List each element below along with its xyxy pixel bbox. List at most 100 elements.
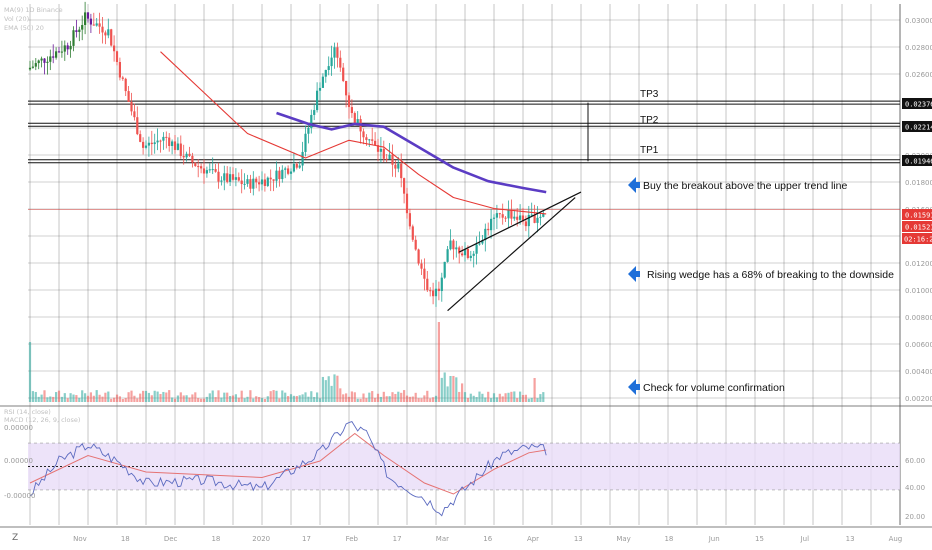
volume-bar (304, 392, 307, 402)
volume-bar (533, 378, 536, 402)
candle-body (295, 163, 298, 168)
candle-body (490, 218, 493, 231)
candle-body (69, 45, 72, 50)
volume-bar (139, 393, 142, 402)
y-tick-label: 0.02800 (905, 44, 932, 52)
volume-bar (86, 395, 90, 402)
volume-bar (243, 398, 246, 402)
arrow-left-icon (628, 177, 640, 193)
x-tick-label: 18 (664, 535, 673, 543)
candle-body (298, 165, 301, 168)
price-tag-tp2-text: 0.02214 (905, 124, 932, 132)
x-tick-label: Dec (164, 535, 178, 543)
candle-body (449, 240, 452, 250)
candle-body (516, 216, 519, 220)
oscillator-pane (28, 421, 900, 517)
candle-body (266, 177, 269, 186)
volume-bar (368, 392, 371, 402)
candle-body (118, 62, 121, 78)
candle-body (542, 214, 545, 217)
volume-bar (498, 393, 501, 402)
rsi-axis-40: 40.00 (905, 484, 925, 492)
volume-bar (379, 396, 382, 402)
candle-body (339, 57, 342, 68)
volume-bar (333, 374, 336, 402)
volume-bar (81, 390, 84, 402)
footer-left[interactable]: Z (12, 533, 18, 543)
volume-bar (539, 394, 542, 402)
candle-body (194, 162, 197, 167)
volume-bar (104, 392, 107, 402)
volume-bar (513, 391, 516, 402)
volume-bar (185, 395, 188, 402)
volume-bar (310, 391, 313, 402)
volume-bar (43, 390, 46, 402)
volume-bar (28, 342, 32, 402)
candle-body (310, 114, 313, 128)
x-tick-label: 13 (574, 535, 583, 543)
osc-axis-mid: 0.00000 (4, 457, 33, 465)
candle-body (301, 151, 304, 166)
candle-body (385, 158, 388, 160)
volume-bar (223, 392, 226, 402)
candle-body (379, 148, 382, 152)
y-tick-label: 0.03000 (905, 17, 932, 25)
volume-bar (519, 391, 522, 402)
candle-body (388, 154, 391, 160)
volume-bar (469, 393, 472, 402)
candle-body (475, 244, 478, 254)
candle-body (75, 30, 78, 33)
volume-bar (475, 397, 478, 402)
volume-bar (371, 391, 374, 402)
volume-bar (150, 395, 153, 402)
volume-bar (443, 372, 446, 402)
y-tick-label: 0.00800 (905, 314, 932, 322)
volume-bar (301, 394, 304, 402)
volume-bar (527, 398, 530, 402)
volume-bar (31, 391, 34, 402)
candle-body (275, 170, 278, 181)
y-tick-label: 0.00200 (905, 395, 932, 403)
candle-body (347, 95, 351, 108)
candle-body (313, 110, 316, 115)
volume-bar (287, 396, 290, 402)
candle-body (150, 142, 153, 145)
y-tick-label: 0.02600 (905, 71, 932, 79)
candle-body (258, 182, 261, 185)
volume-bar (437, 322, 440, 402)
candle-body (211, 169, 214, 171)
candle-body (205, 170, 208, 174)
volume-bar (330, 385, 333, 402)
candle-body (318, 87, 322, 91)
candle-body (249, 179, 252, 189)
candle-body (414, 239, 417, 250)
candle-body (461, 253, 464, 256)
volume-bar (263, 398, 266, 402)
volume-bar (420, 398, 423, 402)
volume-bar (200, 398, 203, 402)
candle-body (153, 142, 156, 145)
volume-bar (176, 395, 179, 402)
osc-axis-top: 0.00000 (4, 424, 33, 432)
moving-averages (160, 51, 547, 215)
price-tag-prev: 0.01521 (902, 221, 932, 232)
candle-body (101, 26, 104, 33)
volume-bar (388, 396, 391, 402)
candle-body (171, 141, 174, 146)
volume-bar (191, 394, 194, 402)
volume-bar (252, 398, 255, 402)
volume-bar (72, 394, 75, 402)
candle-body (440, 277, 443, 292)
volume-bar (165, 392, 168, 402)
candle-body (391, 154, 394, 165)
volume-bar (269, 391, 272, 402)
volume-bar (153, 390, 156, 402)
volume-bar (188, 397, 191, 402)
volume-bar (66, 398, 69, 402)
candle-body (107, 29, 110, 36)
candle-body (304, 133, 307, 152)
candle-body (191, 155, 194, 163)
candle-body (223, 173, 226, 181)
volume-bar (495, 397, 498, 402)
